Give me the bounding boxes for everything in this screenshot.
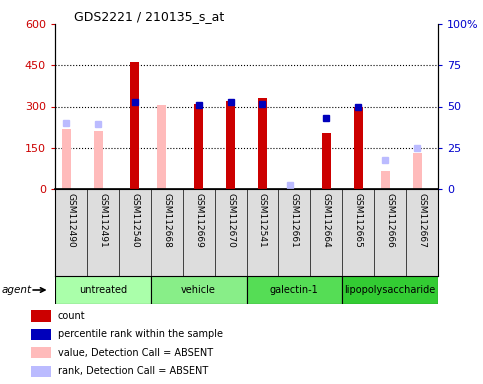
- Bar: [157, 105, 166, 189]
- Text: percentile rank within the sample: percentile rank within the sample: [58, 329, 223, 339]
- Text: GSM112541: GSM112541: [258, 194, 267, 248]
- Bar: [413, 153, 422, 189]
- Text: GSM112668: GSM112668: [162, 194, 171, 248]
- Text: GSM112490: GSM112490: [67, 194, 75, 248]
- Text: GSM112664: GSM112664: [322, 194, 331, 248]
- Text: untreated: untreated: [79, 285, 127, 295]
- Bar: [381, 171, 390, 189]
- Bar: [94, 131, 102, 189]
- Bar: [194, 104, 203, 189]
- Text: rank, Detection Call = ABSENT: rank, Detection Call = ABSENT: [58, 366, 208, 376]
- Text: GSM112669: GSM112669: [194, 194, 203, 248]
- Bar: [342, 276, 438, 304]
- Text: GSM112661: GSM112661: [290, 194, 299, 248]
- Text: GDS2221 / 210135_s_at: GDS2221 / 210135_s_at: [74, 10, 225, 23]
- Bar: [322, 132, 331, 189]
- Bar: [246, 276, 342, 304]
- Text: agent: agent: [1, 285, 31, 295]
- Text: GSM112670: GSM112670: [226, 194, 235, 248]
- Text: count: count: [58, 311, 85, 321]
- Text: GSM112667: GSM112667: [417, 194, 426, 248]
- Bar: [226, 101, 235, 189]
- Text: GSM112491: GSM112491: [99, 194, 107, 248]
- Text: lipopolysaccharide: lipopolysaccharide: [344, 285, 436, 295]
- Text: galectin-1: galectin-1: [270, 285, 319, 295]
- Bar: [354, 106, 363, 189]
- Bar: [130, 63, 139, 189]
- Bar: [62, 129, 71, 189]
- Text: vehicle: vehicle: [181, 285, 216, 295]
- Bar: [31, 329, 51, 340]
- Text: GSM112540: GSM112540: [130, 194, 139, 248]
- Text: GSM112666: GSM112666: [385, 194, 395, 248]
- Bar: [55, 276, 151, 304]
- Bar: [151, 276, 246, 304]
- Text: GSM112665: GSM112665: [354, 194, 363, 248]
- Text: value, Detection Call = ABSENT: value, Detection Call = ABSENT: [58, 348, 213, 358]
- Bar: [31, 310, 51, 322]
- Bar: [31, 366, 51, 377]
- Bar: [258, 98, 267, 189]
- Bar: [31, 347, 51, 358]
